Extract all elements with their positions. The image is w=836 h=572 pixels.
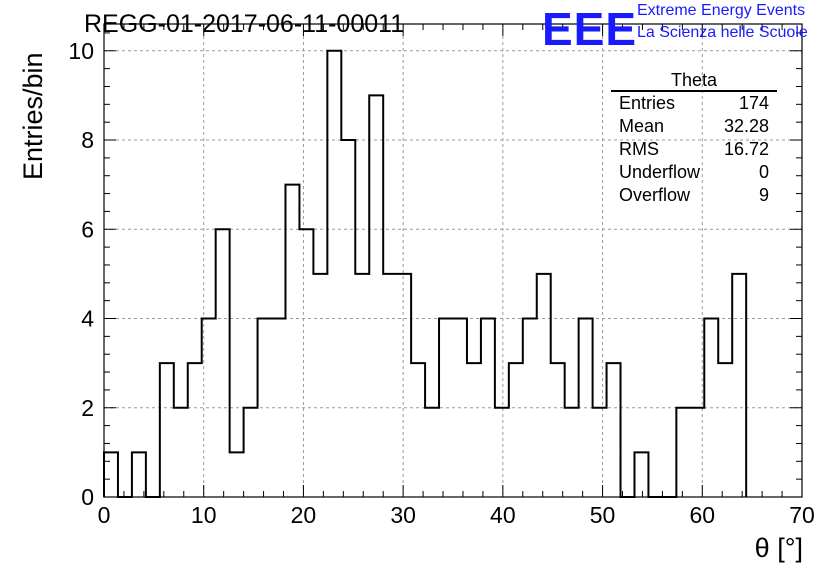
histogram-bin — [174, 408, 188, 497]
histogram-bin — [355, 274, 369, 497]
y-tick-label: 6 — [81, 216, 94, 242]
histogram-bin — [537, 274, 551, 497]
stats-row-rms: RMS 16.72 — [611, 138, 777, 161]
histogram-bin — [467, 363, 481, 497]
chart-title: REGG-01-2017-06-11-00011 — [84, 10, 405, 38]
histogram-bin — [369, 95, 383, 497]
histogram-bin — [313, 274, 327, 497]
logo-line-1: Extreme Energy Events — [637, 2, 806, 19]
eee-logo: EEE — [542, 3, 638, 55]
stats-box: Theta Entries 174 Mean 32.28 RMS 16.72 U… — [611, 70, 777, 207]
histogram-bin — [397, 274, 411, 497]
stats-value: 9 — [758, 185, 769, 205]
histogram-bin — [565, 408, 579, 497]
stats-row-mean: Mean 32.28 — [611, 115, 777, 138]
stats-label: RMS — [619, 139, 659, 159]
x-tick-label: 10 — [191, 502, 217, 528]
x-axis-label: θ [°] — [754, 533, 803, 563]
histogram-bin — [551, 363, 565, 497]
stats-value: 16.72 — [723, 139, 769, 159]
stats-value: 174 — [738, 93, 769, 113]
histogram-bin — [299, 229, 313, 497]
histogram-bin — [676, 408, 690, 497]
histogram-series — [103, 49, 748, 498]
stats-label: Mean — [619, 116, 665, 136]
histogram-bin — [341, 140, 355, 497]
x-tick-label: 50 — [590, 502, 616, 528]
histogram-bin — [244, 408, 258, 497]
y-tick-label: 10 — [68, 38, 94, 64]
histogram-bin — [425, 408, 439, 497]
histogram-bin — [607, 363, 621, 497]
histogram-bin — [132, 452, 146, 497]
histogram-bin — [230, 452, 244, 497]
stats-row-underflow: Underflow 0 — [611, 161, 777, 184]
histogram-bin — [411, 363, 425, 497]
x-tick-label: 30 — [390, 502, 416, 528]
logo-line-2: La Scienza nelle Scuole — [637, 24, 808, 41]
histogram-bin — [285, 185, 299, 497]
histogram-bin — [593, 408, 607, 497]
histogram-bin — [732, 274, 746, 497]
x-tick-label: 70 — [789, 502, 815, 528]
histogram-bin — [216, 229, 230, 497]
histogram-bin — [495, 408, 509, 497]
histogram-bin — [258, 319, 272, 497]
x-tick-label: 0 — [98, 502, 111, 528]
histogram-bin — [509, 363, 523, 497]
stats-row-overflow: Overflow 9 — [611, 184, 777, 207]
y-tick-label: 2 — [81, 395, 94, 421]
y-tick-label: 0 — [81, 484, 94, 510]
x-tick-label: 40 — [490, 502, 516, 528]
stats-value: 32.28 — [723, 116, 769, 136]
stats-label: Underflow — [619, 162, 701, 182]
x-tick-label: 20 — [291, 502, 317, 528]
y-tick-label: 4 — [81, 306, 94, 332]
x-tick-label: 60 — [689, 502, 715, 528]
plot-frame — [103, 23, 803, 498]
histogram-bin — [188, 363, 202, 497]
stats-value: 0 — [758, 162, 769, 182]
stats-row-entries: Entries 174 — [611, 92, 777, 115]
histogram-bin — [718, 363, 732, 497]
stats-label: Entries — [619, 93, 676, 113]
histogram-bin — [327, 51, 341, 497]
histogram-bin — [383, 274, 397, 497]
histogram-bin — [104, 452, 118, 497]
stats-label: Overflow — [619, 185, 691, 205]
y-tick-label: 8 — [81, 127, 94, 153]
histogram-bin — [634, 452, 648, 497]
y-axis-label: Entries/bin — [18, 52, 48, 180]
histogram-bin — [160, 363, 174, 497]
stats-title: Theta — [611, 70, 777, 92]
